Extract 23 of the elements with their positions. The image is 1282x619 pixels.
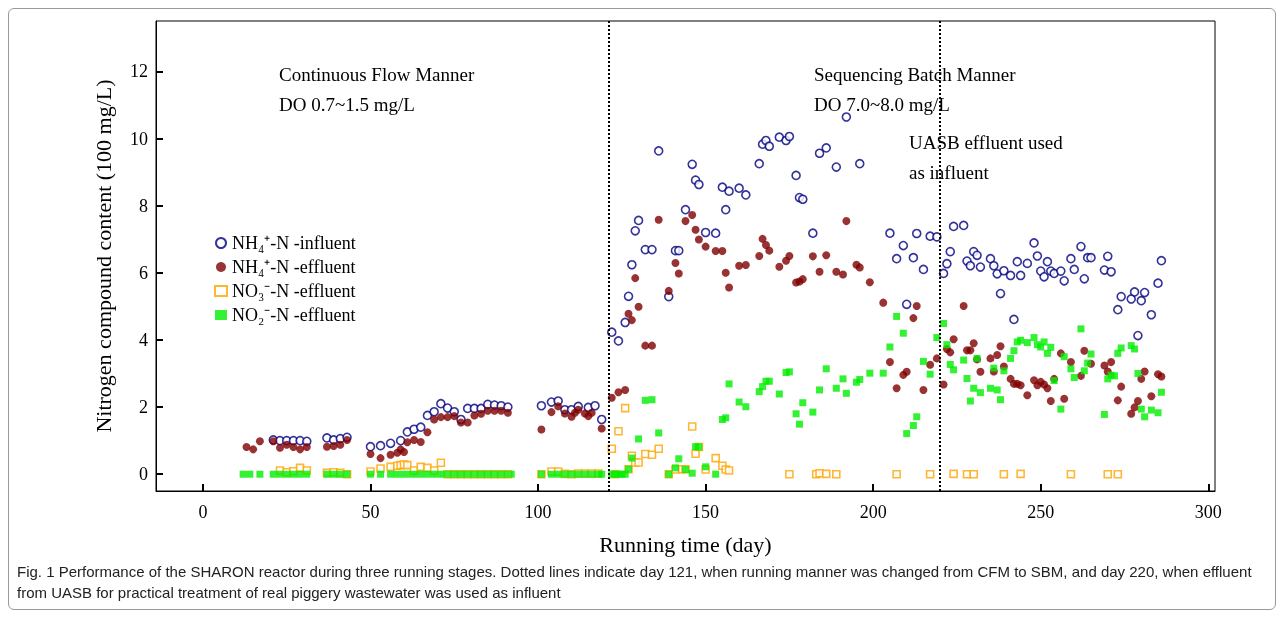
y-tick-label: 6 [139,262,148,283]
caption: Fig. 1 Performance of the SHARON reactor during three running stages. Dotted lines indicate day 121, when running manner was changed from CFM to SBM, and day 220, when effluent from UASB for practical treatment of real piggery wastewater was used as influent [16,562,1253,603]
y-tick-label: 4 [139,329,148,350]
x-tick-label: 200 [859,502,887,522]
y-tick-label: 12 [130,61,148,82]
y-axis-title: Nitrogen compound content (100 mg/L) [90,79,116,433]
legend-label: NH₄⁺-N -effluent [232,257,356,277]
x-tick-label: 300 [1194,502,1222,522]
x-tick-label: 100 [524,502,552,522]
x-tick-label: 150 [692,502,720,522]
annotation: UASB effluent used as influent [909,131,1064,183]
y-tick-label: 2 [139,397,148,418]
x-tick-label: 0 [198,502,208,522]
y-tick-label: 8 [139,195,148,216]
x-tick-label: 50 [361,502,380,522]
x-tick-label: 250 [1027,502,1055,522]
legend-label: NO₃⁻-N -effluent [232,281,356,301]
legend-label: NO₂⁻-N -effluent [232,305,356,325]
x-axis-title: Running time (day) [599,531,772,557]
y-tick-label: 10 [130,128,148,149]
y-tick-label: 0 [139,464,148,485]
legend-label: NH₄⁺-N -influent [232,233,356,253]
annotation: Continuous Flow Manner DO 0.7~1.5 mg/L [279,63,475,115]
